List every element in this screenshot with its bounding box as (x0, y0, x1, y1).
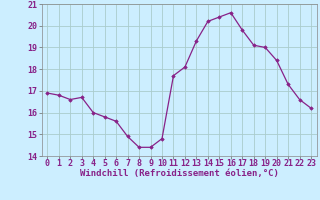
X-axis label: Windchill (Refroidissement éolien,°C): Windchill (Refroidissement éolien,°C) (80, 169, 279, 178)
